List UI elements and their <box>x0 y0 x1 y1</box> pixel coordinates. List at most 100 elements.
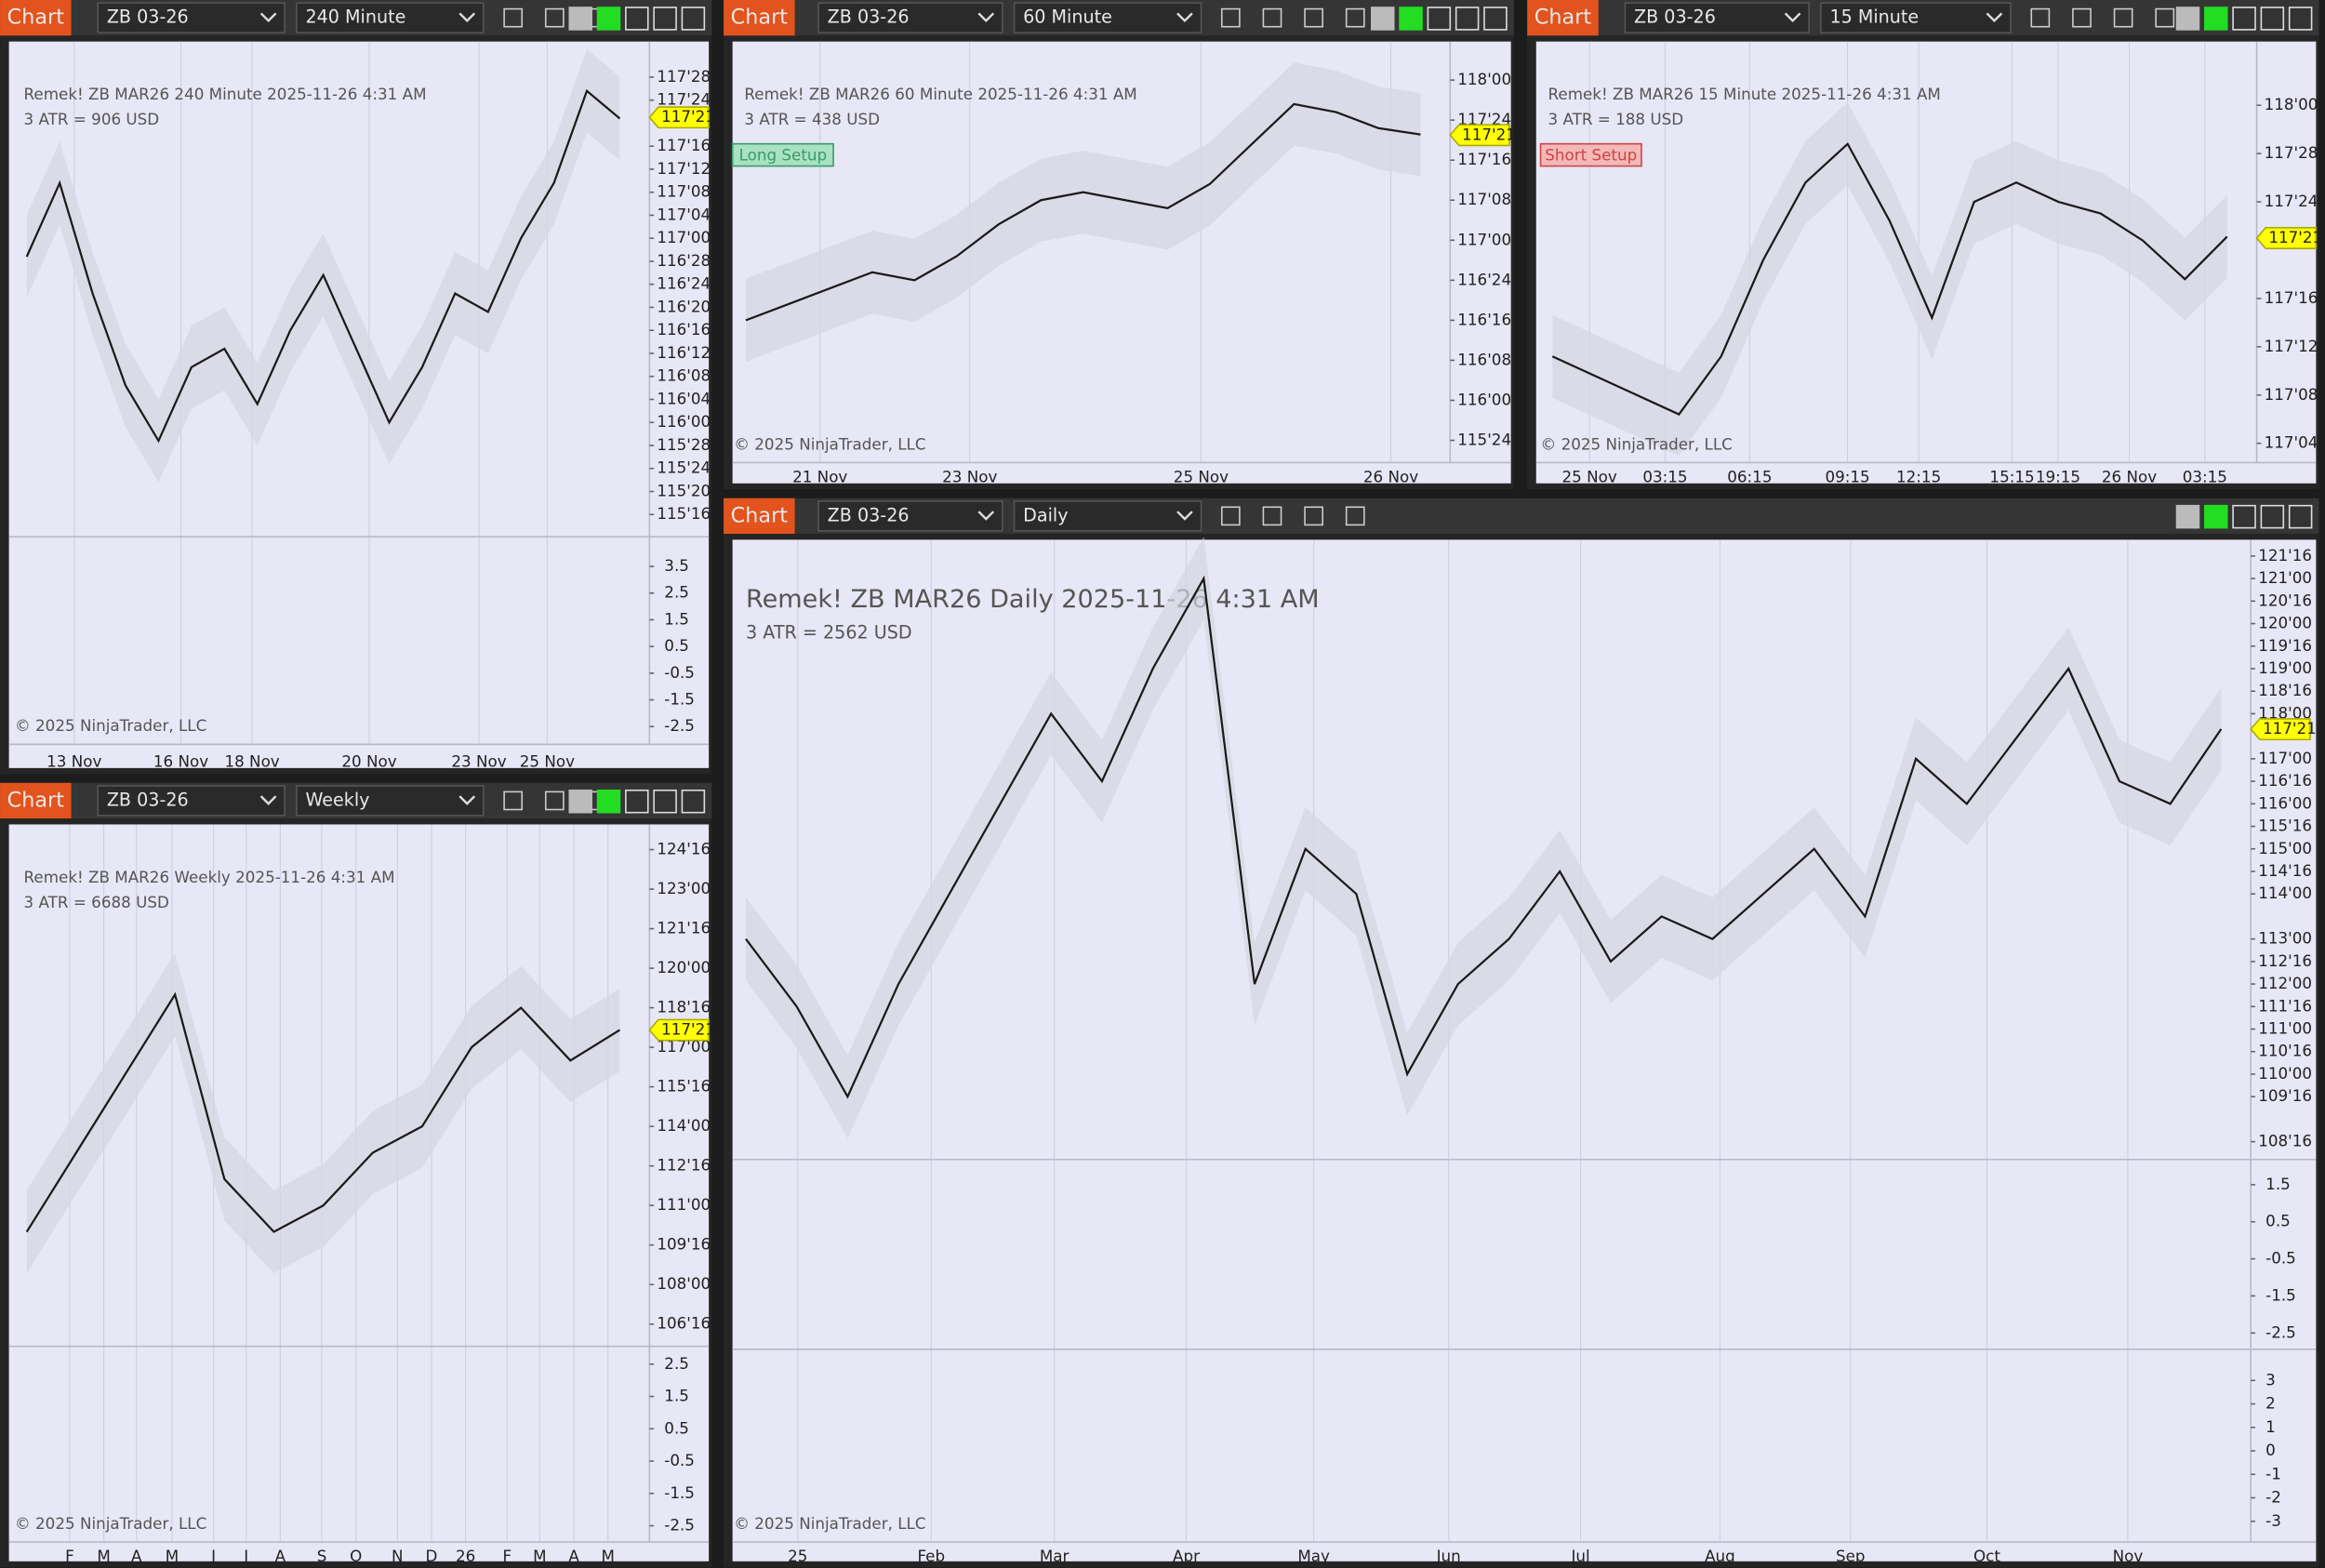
indicator-tick-label: 1.5 <box>664 609 689 628</box>
price-tick-label: 116'04 <box>657 389 711 407</box>
window-control[interactable] <box>681 7 706 31</box>
time-tick-label: 16 Nov <box>153 751 208 770</box>
price-tick-label: 115'24 <box>1457 431 1511 449</box>
price-tick-label: 115'24 <box>657 458 711 477</box>
toolbar-icon[interactable] <box>2072 7 2092 28</box>
toolbar: Chart ZB 03-26 15 Minute <box>1527 0 2319 36</box>
toolbar-icon[interactable] <box>1220 506 1241 526</box>
toolbar-icon[interactable] <box>544 7 565 28</box>
indicator-tick-label: 0.5 <box>664 1418 689 1437</box>
time-tick-label: S <box>317 1547 327 1565</box>
toolbar-icon[interactable] <box>544 791 565 811</box>
price-band <box>1552 102 2227 457</box>
toolbar-icon[interactable] <box>1304 506 1323 526</box>
window-control[interactable] <box>596 7 621 31</box>
price-tick-label: 116'08 <box>1457 350 1511 368</box>
window-control[interactable] <box>2260 504 2285 529</box>
price-tick-label: 108'00 <box>657 1274 711 1293</box>
toolbar-icon[interactable] <box>1262 7 1282 28</box>
price-tick-label: 117'04 <box>2265 433 2318 452</box>
price-tick-label: 118'16 <box>657 998 711 1017</box>
window-control[interactable] <box>1399 7 1423 31</box>
indicator-tick-label: 2.5 <box>664 1354 689 1373</box>
price-tick-label: 116'24 <box>657 274 711 293</box>
chart-button[interactable] <box>724 498 795 534</box>
atr-info: 3 ATR = 438 USD <box>744 110 880 128</box>
window-control[interactable] <box>625 7 649 31</box>
instrument-dropdown[interactable] <box>817 500 1003 532</box>
window-control[interactable] <box>1371 7 1395 31</box>
interval-dropdown[interactable] <box>1013 500 1202 532</box>
time-tick-label: M <box>533 1547 546 1565</box>
instrument-dropdown[interactable] <box>1624 2 1810 33</box>
instrument-dropdown[interactable] <box>97 2 286 33</box>
interval-dropdown[interactable] <box>296 785 485 817</box>
price-tick-label: 116'00 <box>657 412 711 431</box>
window-control[interactable] <box>1483 7 1508 31</box>
time-tick-label: M <box>166 1547 179 1565</box>
dropdown-arrow <box>1176 12 1193 23</box>
toolbar-icon[interactable] <box>1304 7 1323 28</box>
instrument-dropdown[interactable] <box>97 785 286 817</box>
chart-info: Remek! ZB MAR26 Daily 2025-11-26 4:31 AM <box>746 585 1320 614</box>
setup-badge <box>1539 142 1642 167</box>
chart-button[interactable] <box>0 782 72 819</box>
window-control[interactable] <box>2175 7 2200 31</box>
window-control[interactable] <box>2260 7 2285 31</box>
toolbar-icon[interactable] <box>1345 7 1365 28</box>
window-control[interactable] <box>568 7 592 31</box>
window-control[interactable] <box>1455 7 1480 31</box>
interval-dropdown[interactable] <box>1013 2 1202 33</box>
toolbar-icon[interactable] <box>503 7 524 28</box>
toolbar-icon[interactable] <box>1262 506 1282 526</box>
interval-label: Weekly <box>305 789 369 810</box>
indicator-tick-label: 2 <box>2265 1394 2276 1413</box>
price-line <box>745 102 1421 322</box>
price-tick-label: 117'28 <box>657 67 711 86</box>
time-tick-label: 23 Nov <box>942 467 997 485</box>
setup-label: Short Setup <box>1545 145 1637 164</box>
chart-button[interactable] <box>0 0 72 36</box>
copyright: © 2025 NinjaTrader, LLC <box>1541 434 1733 453</box>
atr-info: 3 ATR = 188 USD <box>1548 110 1684 128</box>
price-tick-label: 116'16 <box>657 320 711 339</box>
toolbar-icon[interactable] <box>2030 7 2051 28</box>
time-tick-label: 03:15 <box>1642 467 1687 485</box>
chart-button[interactable] <box>1527 0 1599 36</box>
window-control[interactable] <box>653 789 677 814</box>
toolbar-icon[interactable] <box>2155 7 2175 28</box>
toolbar-icon[interactable] <box>503 791 524 811</box>
price-tick-label: 117'08 <box>1457 190 1511 208</box>
window-control[interactable] <box>2288 504 2313 529</box>
window-control[interactable] <box>596 789 621 814</box>
price-tick-label: 116'20 <box>657 297 711 315</box>
interval-dropdown[interactable] <box>1820 2 2012 33</box>
price-tick-label: 117'24 <box>1457 110 1511 128</box>
dropdown-arrow <box>1986 12 2003 23</box>
instrument-dropdown[interactable] <box>817 2 1003 33</box>
window-control[interactable] <box>681 789 706 814</box>
last-price-marker <box>648 106 710 129</box>
window-control[interactable] <box>2232 7 2256 31</box>
window-control[interactable] <box>568 789 592 814</box>
time-tick-label: 06:15 <box>1727 467 1772 485</box>
last-price-marker <box>1449 124 1510 147</box>
indicator-tick-label: -2.5 <box>664 716 695 735</box>
window-control[interactable] <box>1427 7 1452 31</box>
window-control[interactable] <box>625 789 649 814</box>
window-control[interactable] <box>2204 504 2228 529</box>
chart-button[interactable] <box>724 0 795 36</box>
toolbar-icon[interactable] <box>1345 506 1365 526</box>
window-control[interactable] <box>2204 7 2228 31</box>
price-tick-label: 118'00 <box>2265 95 2318 113</box>
toolbar-icon[interactable] <box>2113 7 2133 28</box>
instrument-label: ZB 03-26 <box>828 504 910 525</box>
interval-dropdown[interactable] <box>296 2 485 33</box>
window-control[interactable] <box>2175 504 2200 529</box>
window-control[interactable] <box>653 7 677 31</box>
window-control[interactable] <box>2288 7 2313 31</box>
window-control[interactable] <box>2232 504 2256 529</box>
price-tick-label: 117'16 <box>1457 150 1511 168</box>
price-tick-label: 119'00 <box>2258 658 2312 677</box>
toolbar-icon[interactable] <box>1220 7 1241 28</box>
